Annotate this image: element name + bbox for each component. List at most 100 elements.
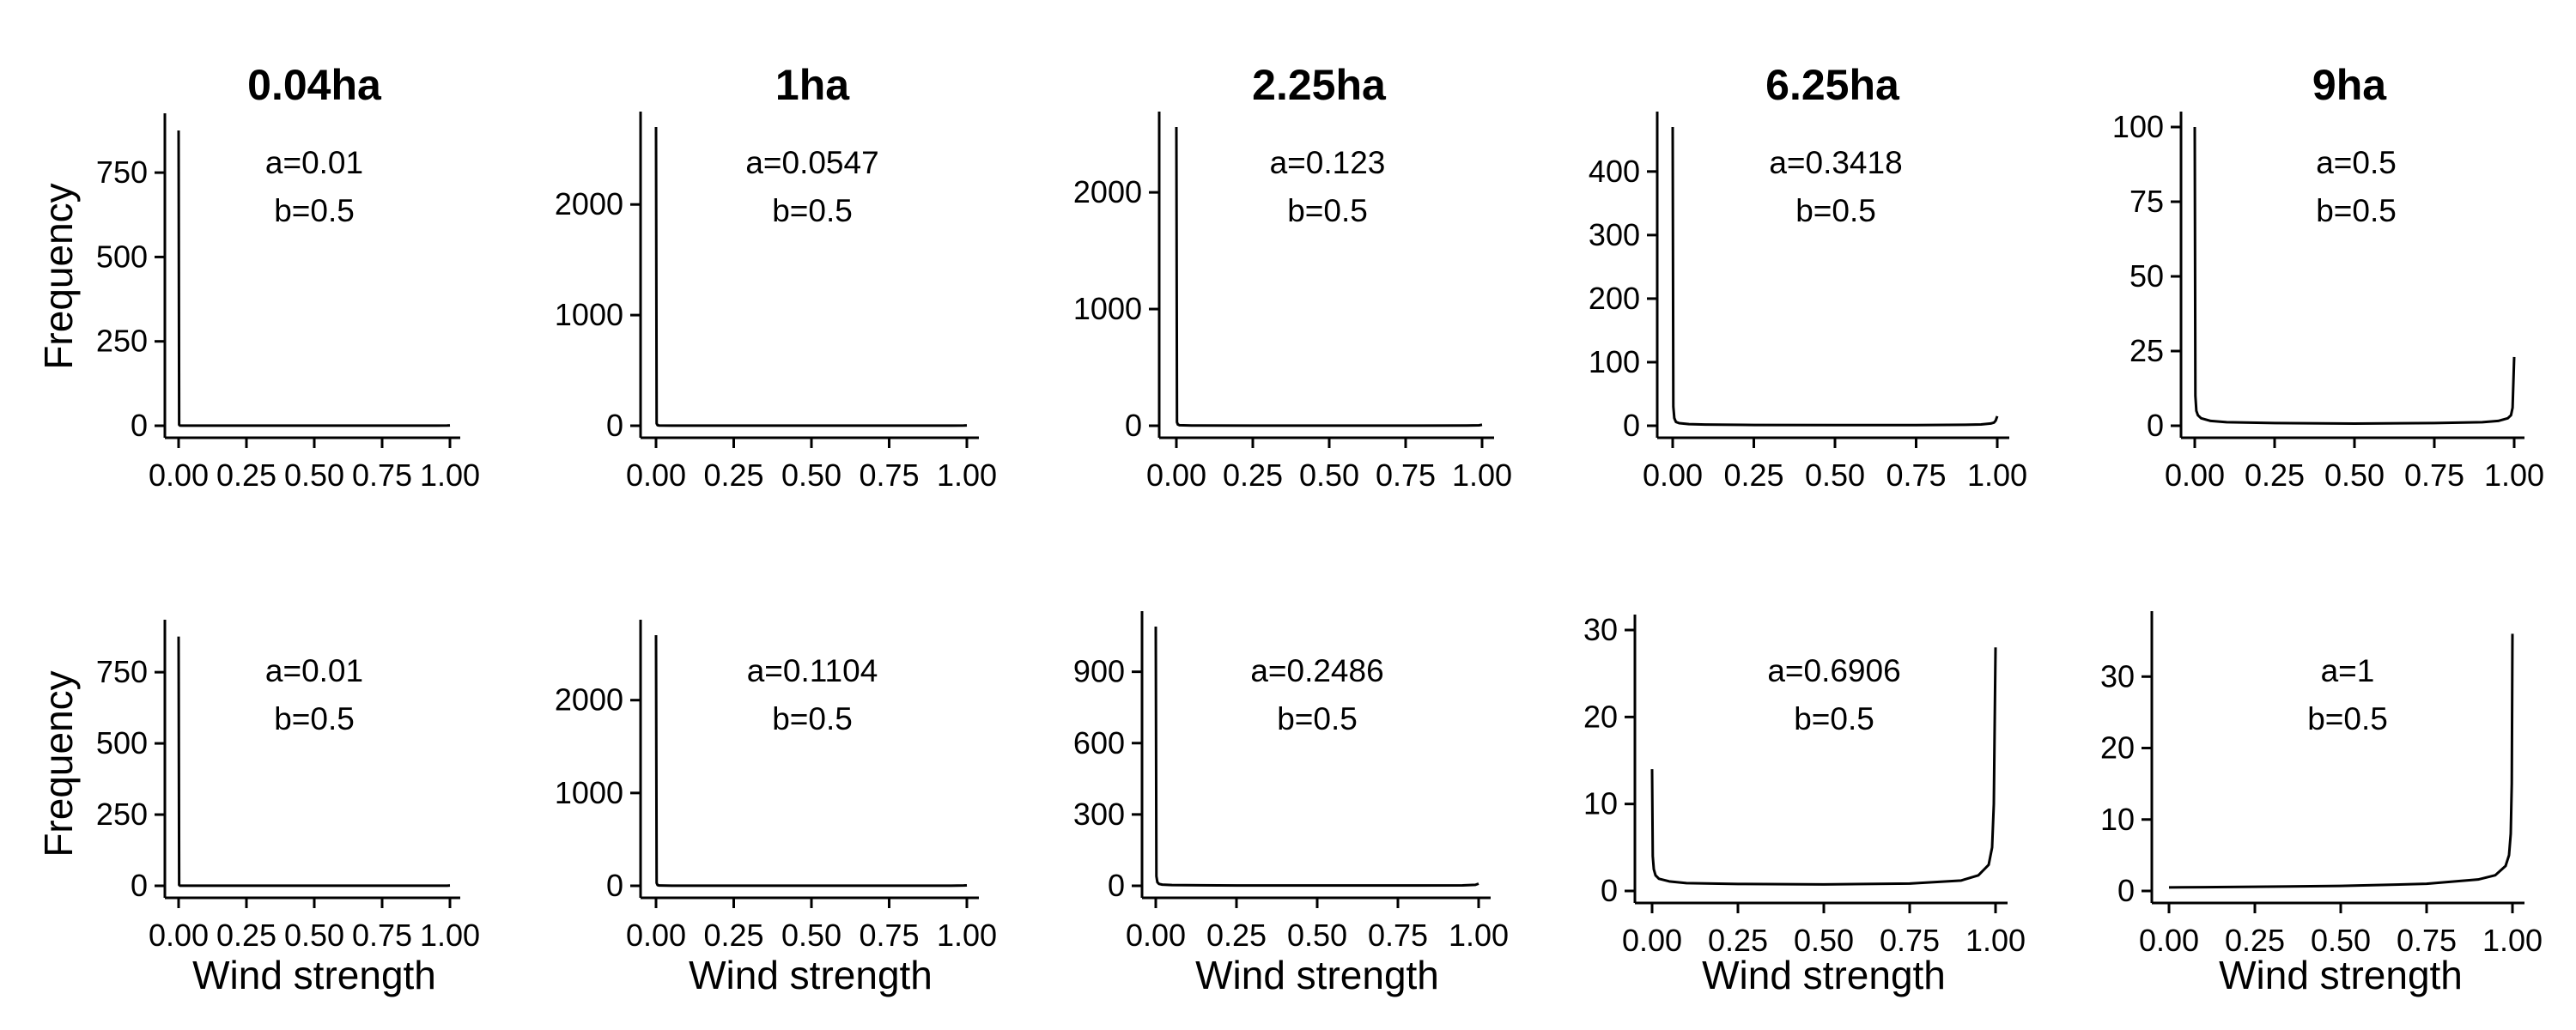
x-tick-label: 0.00	[149, 918, 209, 953]
y-tick-label: 2000	[555, 186, 623, 221]
x-tick-label: 0.50	[2311, 923, 2371, 958]
param-b-label: b=0.5	[2307, 701, 2388, 736]
x-tick-label: 0.75	[859, 918, 919, 953]
frequency-line	[654, 126, 968, 427]
x-tick-label: 1.00	[1452, 457, 1512, 493]
x-tick-label: 0.50	[781, 918, 841, 953]
x-tick-label: 1.00	[420, 457, 480, 493]
param-b-label: b=0.5	[1794, 701, 1874, 736]
param-b-label: b=0.5	[2316, 193, 2397, 228]
x-axis-label-3: Wind strength	[1702, 953, 1946, 997]
x-tick-label: 0.00	[1126, 918, 1186, 953]
panel-5: 0 250 500 750 0.00 0.25 0.50 0.75 1.00 a=0.01 b=0.…	[96, 620, 480, 953]
y-tick-label: 0	[2117, 873, 2135, 908]
y-tick-label: 0	[131, 868, 148, 903]
x-tick-label: 0.50	[1287, 918, 1347, 953]
x-tick-label: 0.00	[1643, 457, 1703, 493]
x-tick-label: 0.25	[2245, 457, 2305, 493]
x-tick-label: 0.25	[1723, 457, 1783, 493]
x-tick-label: 0.50	[2324, 457, 2385, 493]
y-tick-label: 1000	[1073, 291, 1142, 326]
y-tick-label: 900	[1073, 654, 1125, 689]
param-a-label: a=0.123	[1270, 145, 1386, 180]
x-tick-label: 0.75	[2397, 923, 2457, 958]
column-title-4: 9ha	[2312, 61, 2387, 109]
x-tick-label: 1.00	[937, 918, 997, 953]
x-tick-label: 1.00	[937, 457, 997, 493]
y-tick-label: 0	[1601, 873, 1618, 908]
panel-0: 0 250 500 750 0.00 0.25 0.50 0.75 1.00 a=0.01 b=0.…	[96, 113, 480, 493]
y-tick-label: 300	[1073, 797, 1125, 832]
y-tick-label: 0	[606, 868, 623, 903]
x-tick-label: 0.00	[1622, 923, 1682, 958]
x-axis-label-1: Wind strength	[689, 953, 933, 997]
panel-2: 0 1000 2000 0.00 0.25 0.50 0.75 1.00 a=0.123 b=0.…	[1073, 112, 1512, 493]
column-title-2: 2.25ha	[1252, 61, 1387, 109]
param-a-label: a=1	[2321, 653, 2375, 688]
param-b-label: b=0.5	[274, 193, 355, 228]
x-tick-label: 1.00	[2482, 923, 2543, 958]
y-tick-label: 20	[1583, 699, 1618, 734]
frequency-line	[654, 634, 968, 888]
y-tick-label: 50	[2129, 258, 2164, 294]
x-tick-label: 0.75	[352, 918, 412, 953]
x-tick-label: 0.00	[626, 457, 686, 493]
panel-6: 0 1000 2000 0.00 0.25 0.50 0.75 1.00 a=0.1104 b=0…	[555, 620, 997, 953]
y-tick-label: 0	[606, 408, 623, 443]
panel-4: 0 25 50 75 100 0.00 0.25 0.50 0.75 1.00 a=0.5 b=0.5	[2112, 109, 2544, 493]
x-tick-label: 0.25	[1708, 923, 1768, 958]
x-tick-label: 0.25	[1223, 457, 1283, 493]
x-tick-label: 0.75	[1880, 923, 1940, 958]
frequency-line	[1650, 647, 1997, 886]
x-tick-label: 0.00	[2139, 923, 2199, 958]
x-tick-label: 0.00	[1146, 457, 1206, 493]
frequency-line	[2193, 126, 2516, 426]
param-a-label: a=0.1104	[747, 653, 878, 688]
y-tick-label: 100	[1589, 344, 1640, 379]
x-tick-label: 0.50	[781, 457, 841, 493]
y-tick-label: 0	[1623, 408, 1640, 443]
y-tick-label: 300	[1589, 217, 1640, 252]
param-b-label: b=0.5	[1795, 193, 1876, 228]
y-tick-label: 75	[2129, 184, 2164, 219]
x-tick-label: 1.00	[1449, 918, 1509, 953]
y-tick-label: 30	[2100, 658, 2135, 694]
x-tick-label: 0.50	[284, 457, 344, 493]
frequency-line	[1175, 126, 1483, 427]
param-b-label: b=0.5	[772, 193, 853, 228]
x-tick-label: 1.00	[1967, 457, 2027, 493]
frequency-line	[1671, 126, 1999, 427]
y-tick-label: 10	[2100, 802, 2135, 837]
x-axis-label-4: Wind strength	[2219, 953, 2463, 997]
y-tick-label: 2000	[1073, 174, 1142, 209]
y-tick-label: 0	[1108, 868, 1125, 903]
param-b-label: b=0.5	[1277, 701, 1358, 736]
frequency-line	[177, 130, 451, 427]
x-tick-label: 0.00	[2165, 457, 2225, 493]
y-tick-label: 10	[1583, 786, 1618, 821]
y-tick-label: 100	[2112, 109, 2164, 144]
x-tick-label: 1.00	[1965, 923, 2026, 958]
x-tick-label: 0.25	[703, 457, 763, 493]
x-tick-label: 0.25	[2225, 923, 2285, 958]
param-b-label: b=0.5	[1287, 193, 1368, 228]
x-tick-label: 0.25	[216, 918, 276, 953]
param-a-label: a=0.01	[265, 145, 363, 180]
x-tick-label: 0.75	[1886, 457, 1946, 493]
y-tick-label: 500	[96, 239, 148, 274]
x-tick-label: 0.50	[1794, 923, 1854, 958]
x-tick-label: 0.25	[216, 457, 276, 493]
param-b-label: b=0.5	[274, 701, 355, 736]
x-axis-label-2: Wind strength	[1195, 953, 1439, 997]
x-axis-label-0: Wind strength	[192, 953, 436, 997]
x-tick-label: 0.50	[1805, 457, 1865, 493]
panel-9: 0 10 20 30 0.00 0.25 0.50 0.75 1.00 a=1 b=0.5	[2100, 611, 2543, 958]
y-tick-label: 750	[96, 654, 148, 689]
x-tick-label: 0.00	[149, 457, 209, 493]
y-tick-label: 30	[1583, 612, 1618, 647]
column-title-3: 6.25ha	[1765, 61, 1900, 109]
y-tick-label: 0	[2147, 408, 2164, 443]
param-a-label: a=0.6906	[1767, 653, 1900, 688]
frequency-line	[2168, 633, 2514, 889]
